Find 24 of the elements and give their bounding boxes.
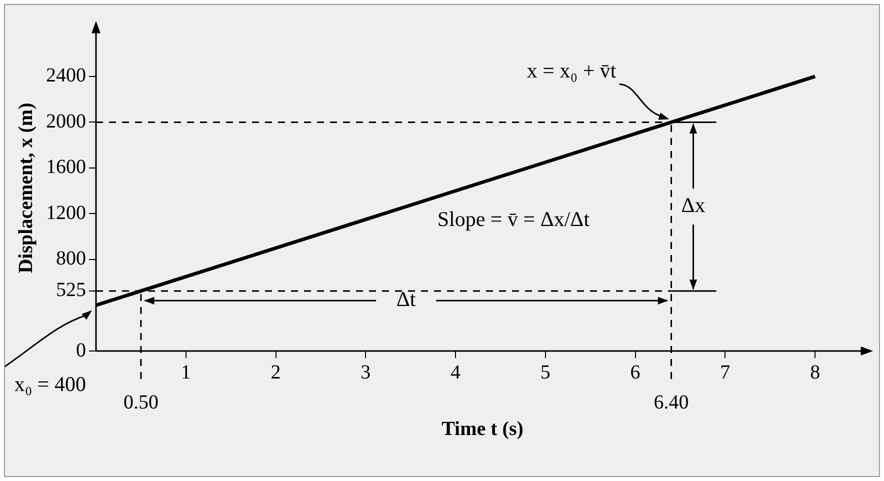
annotation: Slope = v̄ = Δx/Δt	[437, 207, 590, 232]
x-tick-label: 1	[180, 361, 191, 384]
y-tick-label: 1600	[46, 156, 86, 178]
y-tick-label: 0	[76, 339, 86, 362]
y-axis-title: Displacement, x (m)	[15, 102, 38, 274]
annotation: x = x₀ + v̄t	[526, 58, 616, 83]
ref-line-label: 0.50	[123, 391, 158, 414]
annotation: Δt	[396, 287, 416, 312]
y-tick-label: 525	[56, 279, 86, 302]
x-tick-label: 3	[360, 361, 371, 384]
x-tick-label: 2	[270, 361, 281, 384]
annotation: Δx	[681, 193, 706, 218]
x-axis-title: Time t (s)	[442, 418, 524, 440]
y-tick-label: 2400	[46, 64, 86, 87]
ref-line-label: 6.40	[654, 391, 689, 414]
y-tick-label: 1200	[46, 202, 86, 224]
x-tick-label: 5	[540, 361, 550, 384]
y-tick-label: 800	[56, 248, 86, 270]
x-tick-label: 6	[630, 361, 640, 384]
y-tick-label: 2000	[46, 110, 86, 132]
x-tick-label: 8	[810, 361, 820, 384]
x-tick-label: 4	[450, 361, 461, 384]
x-tick-label: 7	[720, 361, 730, 384]
text: x₀ = 400	[14, 372, 86, 396]
